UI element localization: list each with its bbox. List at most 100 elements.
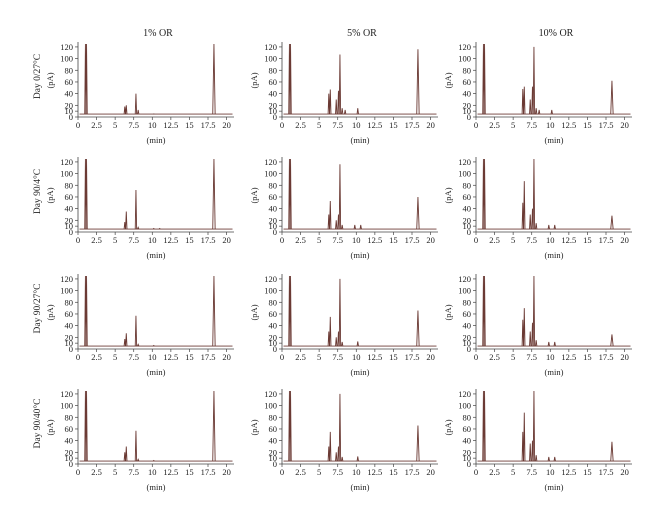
y-tick-label: 20 xyxy=(269,332,278,342)
y-tick-label: 80 xyxy=(65,412,74,422)
peak xyxy=(483,43,486,115)
peak xyxy=(125,211,128,230)
x-tick-label: 7.5 xyxy=(128,467,139,477)
peak xyxy=(356,108,359,115)
y-tick-label: 80 xyxy=(269,65,278,75)
y-tick-label: 20 xyxy=(463,447,472,457)
y-tick-label: 0 xyxy=(467,344,471,354)
y-tick-label: 40 xyxy=(269,89,278,99)
x-tick-label: 15 xyxy=(185,352,194,362)
x-tick-label: 2.5 xyxy=(295,352,306,362)
peak xyxy=(137,226,140,230)
y-tick-label: 20 xyxy=(65,447,74,457)
y-tick-label: 60 xyxy=(463,309,472,319)
x-tick-label: 7.5 xyxy=(526,467,537,477)
y-tick-label: 60 xyxy=(463,77,472,87)
y-tick-label: 80 xyxy=(463,412,472,422)
row-label: Day 90/27°C xyxy=(32,284,43,334)
peak xyxy=(212,275,216,347)
y-tick-label: 120 xyxy=(264,42,277,52)
y-tick-label: 0 xyxy=(467,459,471,469)
x-tick-label: 20 xyxy=(426,235,435,245)
y-tick-label: 100 xyxy=(264,169,277,179)
y-tick-label: 20 xyxy=(65,100,74,110)
peak xyxy=(134,93,138,115)
x-tick-label: 0 xyxy=(474,120,478,130)
x-axis-label: (min) xyxy=(147,135,166,145)
y-tick-label: 10 xyxy=(463,106,472,116)
x-tick-label: 10 xyxy=(546,352,555,362)
x-tick-label: 10 xyxy=(148,467,157,477)
x-tick-label: 15 xyxy=(583,120,592,130)
peak xyxy=(523,181,526,230)
y-tick-label: 10 xyxy=(269,221,278,231)
x-tick-label: 15 xyxy=(185,120,194,130)
peak xyxy=(532,158,536,230)
y-tick-label: 40 xyxy=(269,321,278,331)
y-axis-label: (pA) xyxy=(249,419,259,435)
peak xyxy=(529,99,532,115)
x-tick-label: 12.5 xyxy=(561,467,576,477)
y-tick-label: 100 xyxy=(60,401,73,411)
x-tick-label: 20 xyxy=(620,352,629,362)
y-tick-label: 100 xyxy=(458,54,471,64)
y-tick-label: 60 xyxy=(269,309,278,319)
x-tick-label: 7.5 xyxy=(332,120,343,130)
row-label: Day 90/40°C xyxy=(32,399,43,449)
x-tick-label: 17.5 xyxy=(405,235,420,245)
y-tick-label: 80 xyxy=(463,297,472,307)
y-tick-label: 40 xyxy=(463,89,472,99)
x-tick-label: 2.5 xyxy=(489,352,500,362)
peak xyxy=(85,43,88,115)
y-tick-label: 120 xyxy=(264,274,277,284)
x-tick-label: 0 xyxy=(474,352,478,362)
x-tick-label: 0 xyxy=(280,467,284,477)
peak xyxy=(85,390,88,462)
y-tick-label: 60 xyxy=(269,424,278,434)
y-tick-label: 10 xyxy=(269,338,278,348)
peak xyxy=(535,340,538,347)
peak xyxy=(212,43,216,115)
y-tick-label: 0 xyxy=(273,344,277,354)
x-tick-label: 20 xyxy=(620,120,629,130)
peak xyxy=(547,224,550,230)
peak xyxy=(123,452,126,462)
peak xyxy=(416,425,420,462)
y-tick-label: 100 xyxy=(264,401,277,411)
x-tick-label: 0 xyxy=(76,467,80,477)
y-tick-label: 120 xyxy=(60,389,73,399)
peak xyxy=(537,109,541,115)
peak xyxy=(338,164,342,230)
y-tick-label: 80 xyxy=(269,297,278,307)
peak xyxy=(529,214,532,230)
x-tick-label: 20 xyxy=(620,467,629,477)
y-axis-label: (pA) xyxy=(443,72,453,88)
y-tick-label: 0 xyxy=(69,227,73,237)
x-tick-label: 17.5 xyxy=(201,120,216,130)
x-tick-label: 0 xyxy=(76,352,80,362)
x-tick-label: 5 xyxy=(317,120,321,130)
y-tick-label: 10 xyxy=(65,221,74,231)
y-tick-label: 40 xyxy=(463,436,472,446)
y-tick-label: 100 xyxy=(60,286,73,296)
y-tick-label: 20 xyxy=(269,215,278,225)
y-tick-label: 0 xyxy=(273,112,277,122)
y-tick-label: 0 xyxy=(467,112,471,122)
x-tick-label: 10 xyxy=(546,120,555,130)
x-tick-label: 2.5 xyxy=(295,120,306,130)
peak xyxy=(329,201,332,230)
x-tick-label: 20 xyxy=(426,467,435,477)
x-tick-label: 2.5 xyxy=(91,120,102,130)
peak xyxy=(341,108,344,115)
peak xyxy=(547,456,550,462)
peak xyxy=(341,341,344,347)
y-tick-label: 120 xyxy=(458,42,471,52)
x-tick-label: 5 xyxy=(317,467,321,477)
y-tick-label: 60 xyxy=(269,77,278,87)
peak xyxy=(329,316,332,347)
